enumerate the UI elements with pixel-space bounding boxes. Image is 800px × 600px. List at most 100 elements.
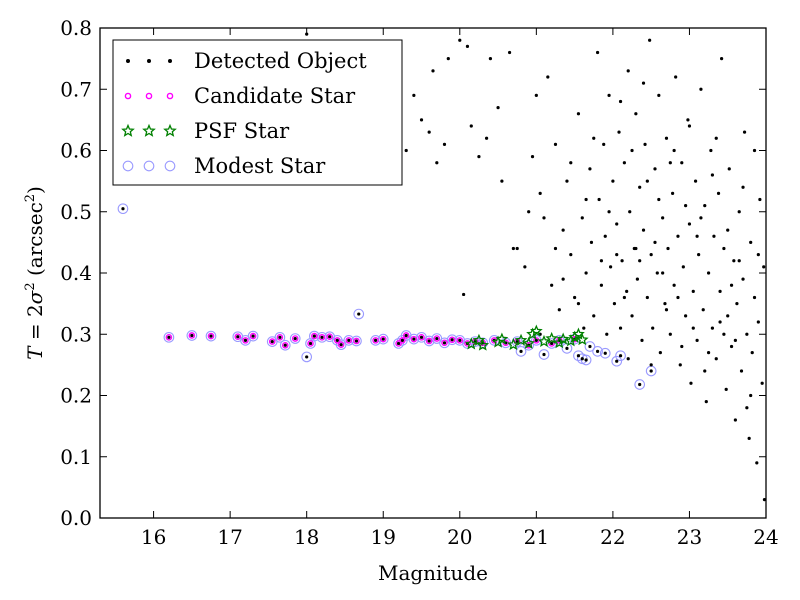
candidate-star-point <box>311 332 318 340</box>
detected-object-point <box>760 381 764 385</box>
detected-object-point <box>412 93 416 97</box>
legend-marker-candidate-star <box>145 92 153 100</box>
detected-object-point <box>695 234 699 238</box>
detected-object-point <box>435 161 439 165</box>
detected-object-point <box>553 246 558 251</box>
detected-object-point <box>584 197 588 202</box>
detected-object-point <box>749 240 753 244</box>
detected-object-point <box>573 295 577 300</box>
detected-object-point <box>582 326 586 330</box>
detected-object-point <box>756 320 760 324</box>
modest-star-point <box>462 338 473 349</box>
legend-box <box>112 39 403 186</box>
detected-object-point <box>209 334 213 338</box>
detected-object-point <box>507 50 512 55</box>
detected-object-point <box>735 302 739 306</box>
detected-object-point <box>681 265 685 269</box>
detected-object-point <box>699 87 703 91</box>
x-tick-label: 16 <box>141 525 166 549</box>
psf-star-point <box>507 337 520 351</box>
detected-object-point <box>672 283 676 287</box>
detected-object-point <box>668 332 672 336</box>
modest-star-point <box>117 203 129 215</box>
candidate-star-point <box>165 334 173 341</box>
legend-marker-modest-star <box>164 160 176 172</box>
modest-star-point <box>515 346 527 357</box>
detected-object-point <box>599 259 604 263</box>
detected-object-point <box>653 167 657 171</box>
detected-object-point <box>622 295 626 300</box>
legend-marker-detected-object <box>168 59 172 63</box>
detected-object-point <box>569 161 573 165</box>
detected-object-point <box>305 355 309 359</box>
modest-star-point <box>439 337 450 349</box>
legend-marker-candidate-star <box>166 92 174 100</box>
legend-marker-modest-star <box>143 160 155 172</box>
psf-star-point <box>464 337 478 350</box>
candidate-star-point <box>318 334 326 341</box>
detected-object-point <box>412 337 416 341</box>
detected-object-point <box>431 69 435 73</box>
detected-object-point <box>278 335 282 339</box>
detected-object-point <box>243 338 248 342</box>
detected-object-point <box>592 314 596 318</box>
legend-marker-psf-star <box>142 123 156 137</box>
detected-object-point <box>542 216 546 220</box>
detected-object-point <box>714 357 718 361</box>
legend: Detected Object Candidate Star PSF Star Mod… <box>112 39 403 186</box>
x-tick-label: 20 <box>447 525 472 549</box>
candidate-star-point <box>456 337 464 344</box>
detected-object-point <box>580 216 584 220</box>
psf-star-point <box>537 334 551 348</box>
detected-object-point <box>674 75 678 79</box>
detected-object-point <box>500 179 504 183</box>
x-tick-label: 17 <box>217 525 242 549</box>
detected-object-point <box>676 295 680 300</box>
candidate-star-point <box>188 332 196 339</box>
detected-object-point <box>732 259 736 263</box>
detected-object-point <box>404 333 408 338</box>
detected-object-point <box>605 332 609 336</box>
detected-object-point <box>603 351 607 355</box>
detected-object-point <box>727 167 731 171</box>
detected-object-point <box>622 161 626 165</box>
detected-object-point <box>419 335 424 339</box>
detected-object-point <box>635 277 639 281</box>
modest-star-point <box>247 330 259 342</box>
candidate-star-point <box>249 332 257 340</box>
detected-object-point <box>373 338 378 342</box>
modest-star-point <box>289 333 301 344</box>
detected-object-point <box>615 253 619 257</box>
psf-star-point <box>545 331 559 344</box>
candidate-star-point <box>334 337 341 344</box>
detected-object-point <box>687 124 692 128</box>
detected-object-point <box>597 197 601 202</box>
detected-object-point <box>658 351 662 355</box>
detected-object-point <box>733 418 737 422</box>
y-label-unit: (arcsec <box>23 202 47 282</box>
detected-object-point <box>312 334 316 338</box>
detected-object-point <box>557 308 561 312</box>
y-tick-label: 0.8 <box>60 16 92 40</box>
detected-object-point <box>553 142 558 146</box>
modest-star-point <box>205 330 217 342</box>
detected-object-point <box>625 289 629 293</box>
detected-object-point <box>745 406 749 410</box>
y-label-sup: 2 <box>23 282 38 290</box>
detected-object-point <box>404 148 408 153</box>
candidate-star-point <box>291 335 299 342</box>
detected-object-point <box>565 179 569 183</box>
y-label-close: ) <box>23 186 47 194</box>
modest-star-point <box>279 339 291 351</box>
detected-object-point <box>739 369 744 373</box>
detected-object-point <box>462 292 466 297</box>
detected-object-point <box>745 332 749 336</box>
detected-object-point <box>357 312 361 316</box>
legend-label-detected-object: Detected Object <box>194 49 367 73</box>
detected-object-point <box>718 320 722 324</box>
detected-object-point <box>737 210 741 214</box>
detected-object-point <box>651 326 655 330</box>
detected-object-point <box>649 363 653 367</box>
y-label-eq: = 2 <box>23 304 47 346</box>
detected-object-point <box>657 93 661 97</box>
